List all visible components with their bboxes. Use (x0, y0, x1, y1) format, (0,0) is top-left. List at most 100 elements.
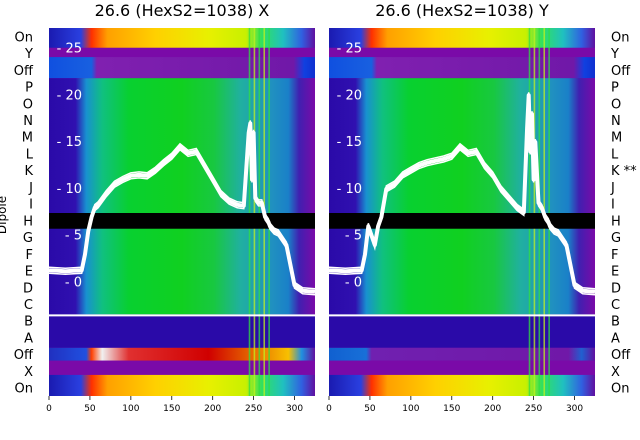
panel-title-x: 26.6 (HexS2=1038) X (95, 1, 270, 20)
row-label-left: On (15, 382, 33, 397)
x-tick-label: 150 (443, 404, 460, 414)
curve-line-upper (328, 92, 596, 290)
row-label-right: G (611, 231, 621, 246)
x-tick-label: 300 (566, 404, 583, 414)
row-label-left: A (24, 331, 33, 346)
stripe (528, 28, 531, 396)
row-label-left: E (25, 265, 33, 280)
row-label-right: N (611, 114, 621, 129)
row-label-right: I (611, 198, 615, 213)
row-label-right: L (611, 147, 619, 162)
row-label-left: Off (14, 64, 34, 79)
stripe (258, 28, 261, 396)
stripe (548, 28, 550, 396)
row-label-left: M (22, 131, 33, 146)
heatmap-panel-x: - 0 - 5 - 10 - 15 - 20 - 25 (48, 28, 316, 396)
row-label-left: H (23, 214, 33, 229)
row-label-right: A (611, 331, 620, 346)
inner-y-tick-label: - 10 (337, 182, 362, 197)
row-label-left: F (26, 248, 33, 263)
inner-y-tick-label: - 20 (57, 88, 82, 103)
row-label-right: Off (611, 64, 631, 79)
x-tick-label: 250 (525, 404, 542, 414)
band-on-bottom (49, 374, 315, 396)
band-on-top (329, 28, 595, 48)
x-axis-ticks: 0 50 100 150 200 250 300 0 50 100 150 200 250 300 (46, 396, 583, 414)
row-label-left: C (24, 298, 33, 313)
inner-y-tick-label: - 10 (57, 182, 82, 197)
band-off-top (49, 57, 315, 79)
row-label-left: N (23, 114, 33, 129)
row-label-left: On (15, 30, 33, 45)
band-off-bottom (329, 347, 595, 361)
row-label-right: P (611, 81, 619, 96)
row-label-right: On (611, 30, 629, 45)
stripe (248, 28, 251, 396)
row-label-right: Y (610, 47, 619, 62)
inner-y-tick-label: - 20 (337, 88, 362, 103)
row-label-left: P (25, 81, 33, 96)
band-dipoles (49, 78, 315, 317)
row-label-right: B (611, 315, 620, 330)
inner-y-tick-label: - 0 (345, 275, 362, 290)
row-label-left: L (26, 147, 34, 162)
curve-line-lower (328, 98, 596, 296)
row-label-left: B (24, 315, 33, 330)
band-off-top (329, 57, 595, 79)
row-label-right: F (611, 248, 618, 263)
band-on-top (49, 28, 315, 48)
x-tick-label: 50 (364, 404, 376, 414)
curve-line-lower (48, 126, 316, 296)
stripe (533, 28, 536, 396)
x-tick-label: 200 (204, 404, 221, 414)
x-tick-label: 0 (46, 404, 52, 414)
curve-line (328, 93, 596, 294)
row-label-right: Off (611, 348, 631, 363)
x-tick-label: 100 (402, 404, 419, 414)
band-off-bottom (49, 347, 315, 361)
row-label-left: Y (24, 47, 33, 62)
curve-line (48, 121, 316, 294)
row-label-right: D (611, 281, 621, 296)
stripe (253, 28, 256, 396)
band-ab (329, 314, 595, 348)
row-label-right: K ** (611, 164, 637, 179)
inner-y-tick-label: - 25 (57, 42, 82, 57)
inner-y-tick-label: - 5 (345, 229, 362, 244)
x-tick-label: 150 (163, 404, 180, 414)
row-label-left: X (24, 365, 33, 380)
row-label-left: J (28, 181, 33, 196)
row-label-right: H (611, 214, 621, 229)
row-label-left: O (23, 97, 33, 112)
x-tick-label: 50 (84, 404, 96, 414)
row-label-right: O (611, 97, 621, 112)
inner-y-tick-label: - 5 (65, 229, 82, 244)
panel-title-y: 26.6 (HexS2=1038) Y (375, 1, 549, 20)
row-label-left: I (29, 198, 33, 213)
x-tick-label: 0 (326, 404, 332, 414)
y-axis-label: Dipole (0, 196, 9, 234)
row-label-right: On (611, 382, 629, 397)
inner-y-tick-label: - 15 (337, 135, 362, 150)
row-label-right: M (611, 131, 622, 146)
row-label-left: Off (14, 348, 34, 363)
row-label-right: X (611, 365, 620, 380)
black-band-h (329, 213, 595, 229)
inner-y-tick-label: - 15 (57, 135, 82, 150)
band-ab (49, 314, 315, 348)
row-label-right: J (610, 181, 615, 196)
stripe (538, 28, 541, 396)
heatmap-panel-y: - 0 - 5 - 10 - 15 - 20 - 25 (328, 28, 596, 396)
x-tick-label: 200 (484, 404, 501, 414)
x-tick-label: 100 (122, 404, 139, 414)
row-label-left: G (23, 231, 33, 246)
inner-y-tick-label: - 0 (65, 275, 82, 290)
inner-y-tick-label: - 25 (337, 42, 362, 57)
stripe (268, 28, 270, 396)
x-tick-label: 250 (245, 404, 262, 414)
black-band-h (49, 213, 315, 229)
row-label-left: K (24, 164, 33, 179)
curve-line-upper (48, 120, 316, 290)
row-label-right: C (611, 298, 620, 313)
